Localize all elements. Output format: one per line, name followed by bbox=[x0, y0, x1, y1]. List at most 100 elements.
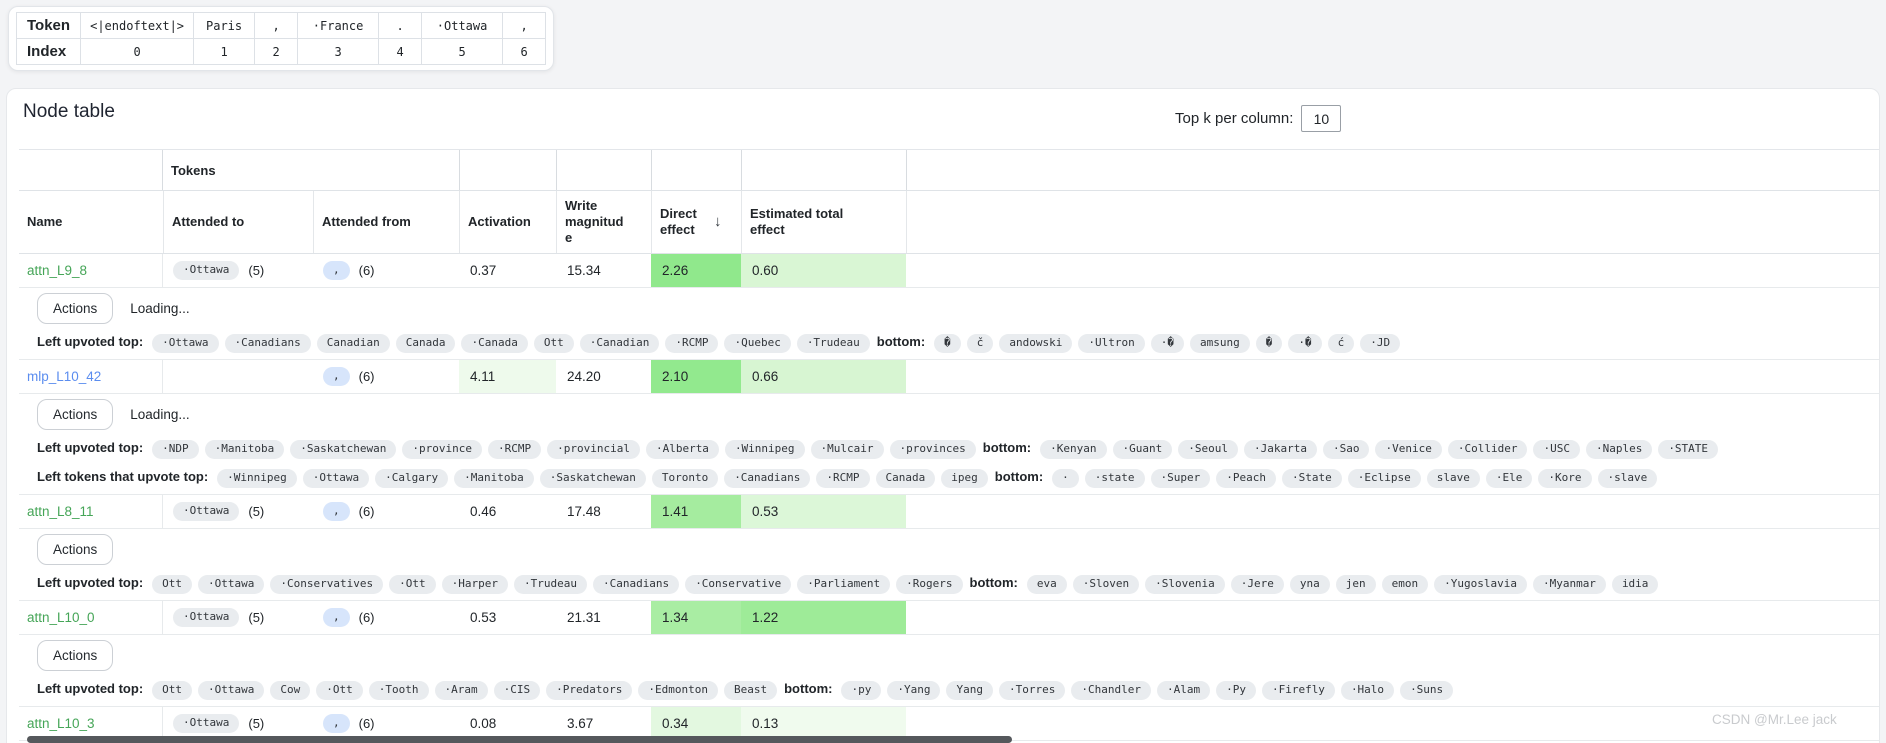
row-expander: Actions Left upvoted top: Ott ·Ottawa ·Conse… bbox=[19, 529, 1879, 601]
index-cell: 5 bbox=[421, 38, 504, 65]
name-cell: mlp_L10_42 bbox=[19, 360, 163, 393]
table-row: mlp_L10_42, (6) 4.11 24.20 2.10 0.66 bbox=[19, 360, 1879, 394]
token-position: (5) bbox=[248, 504, 265, 519]
upvote-chip-line: Left upvoted top: ·Ottawa ·Canadians Canadi… bbox=[37, 330, 1879, 353]
token-chip: ·Yugoslavia bbox=[1434, 574, 1527, 594]
attended-from-cell: , (6) bbox=[313, 254, 459, 287]
token-chip: ·Sao bbox=[1322, 439, 1370, 459]
token-chip: Beast bbox=[723, 680, 778, 700]
node-table-card: Node table Top k per column: Tokens Name bbox=[6, 88, 1880, 743]
token-chip: , bbox=[323, 501, 350, 522]
token-chip: Cow bbox=[270, 680, 311, 700]
node-link[interactable]: attn_L8_11 bbox=[27, 504, 94, 519]
bottom-label: bottom: bbox=[784, 681, 833, 696]
bottom-label: bottom: bbox=[969, 575, 1018, 590]
token-position: (6) bbox=[358, 716, 375, 731]
sort-desc-icon[interactable]: ↓ bbox=[714, 212, 722, 230]
write-magnitude-cell: 21.31 bbox=[567, 610, 601, 625]
col-header-attended-from[interactable]: Attended from bbox=[313, 191, 459, 253]
token-chip: ·Canadian bbox=[579, 333, 660, 353]
token-chip: ·Trudeau bbox=[513, 574, 587, 594]
token-chip: ·Ottawa bbox=[198, 574, 265, 594]
table-row: attn_L9_8 ·Ottawa (5), (6) 0.37 15.34 2.26 0.60 bbox=[19, 254, 1879, 288]
token-chip: Canada bbox=[875, 468, 936, 488]
estimated-total-effect-cell: 0.60 bbox=[741, 254, 906, 287]
attended-to-cell: ·Ottawa (5) bbox=[163, 601, 313, 634]
actions-button[interactable]: Actions bbox=[37, 293, 114, 324]
col-header-estimated-total-effect[interactable]: Estimated total effect bbox=[741, 191, 906, 253]
token-chip: ·RCMP bbox=[665, 333, 719, 353]
token-chip: ·Trudeau bbox=[796, 333, 870, 353]
token-position: (5) bbox=[248, 263, 265, 278]
horizontal-scrollbar-thumb[interactable] bbox=[27, 736, 1012, 743]
topk-input[interactable] bbox=[1301, 105, 1342, 132]
col-header-activation[interactable]: Activation bbox=[459, 191, 556, 253]
actions-button[interactable]: Actions bbox=[37, 534, 114, 565]
token-chip: ·Sloven bbox=[1072, 574, 1140, 594]
col-header-attended-to[interactable]: Attended to bbox=[163, 191, 313, 253]
activation-cell: 0.53 bbox=[470, 610, 497, 625]
token-cell: <|endoftext|> bbox=[80, 12, 195, 39]
token-chip: � bbox=[1255, 333, 1283, 353]
row-actions: Actions Loading... bbox=[31, 288, 1879, 324]
token-chip: ipeg bbox=[941, 468, 988, 488]
tokens-group-header: Tokens bbox=[171, 162, 216, 178]
token-chip: ·Saskatchewan bbox=[290, 439, 397, 459]
attended-to-cell: ·Ottawa (5) bbox=[163, 254, 313, 287]
token-chip: ·Saskatchewan bbox=[539, 468, 646, 488]
token-chip: ·province bbox=[402, 439, 482, 459]
token-chip: ·Winnipeg bbox=[217, 468, 297, 488]
token-chip: ·RCMP bbox=[487, 439, 542, 459]
bottom-label: bottom: bbox=[876, 334, 926, 349]
token-chip: Yang bbox=[946, 680, 993, 700]
token-position: (5) bbox=[248, 610, 265, 625]
chip-line-label: Left upvoted top: bbox=[37, 681, 144, 696]
token-chip: ·Ottawa bbox=[198, 680, 265, 700]
write-magnitude-cell: 17.48 bbox=[567, 504, 601, 519]
chip-line-label: Left tokens that upvote top: bbox=[37, 469, 209, 484]
node-link[interactable]: attn_L9_8 bbox=[27, 263, 88, 278]
node-link[interactable]: mlp_L10_42 bbox=[27, 369, 102, 384]
token-table: Token <|endoftext|> Paris, ·France. ·Ottawa… bbox=[15, 12, 547, 65]
token-chip: ·Torres bbox=[998, 680, 1066, 700]
token-chip: ·Alberta bbox=[645, 439, 719, 459]
node-link[interactable]: attn_L10_0 bbox=[27, 610, 95, 625]
token-chip: Canadian bbox=[316, 333, 390, 353]
token-cell: Paris bbox=[193, 12, 256, 39]
actions-button[interactable]: Actions bbox=[37, 399, 114, 430]
token-chip: ·Slovenia bbox=[1145, 574, 1225, 594]
token-chip: yna bbox=[1289, 574, 1330, 594]
actions-button[interactable]: Actions bbox=[37, 640, 114, 671]
attended-from-cell: , (6) bbox=[313, 601, 459, 634]
row-expander: Actions Loading... Left upvoted top: ·NDP ·M… bbox=[19, 394, 1879, 495]
col-header-write-magnitude[interactable]: Write magnitude bbox=[556, 191, 651, 253]
activation-cell: 0.37 bbox=[470, 263, 497, 278]
chip-line-label: Left upvoted top: bbox=[37, 334, 144, 349]
table-row: attn_L8_11 ·Ottawa (5), (6) 0.46 17.48 1.41 0.5… bbox=[19, 495, 1879, 529]
token-chip: ·Harper bbox=[441, 574, 508, 594]
name-cell: attn_L10_0 bbox=[19, 601, 163, 634]
token-chip: ·provinces bbox=[889, 439, 976, 459]
token-cell: . bbox=[378, 12, 423, 39]
token-chip: ·Rogers bbox=[896, 574, 963, 594]
watermark: CSDN @Mr.Lee jack bbox=[1712, 712, 1837, 727]
token-row: Token <|endoftext|> Paris, ·France. ·Ottawa… bbox=[15, 12, 547, 39]
index-row-label: Index bbox=[15, 38, 82, 65]
upvote-chip-line: Left upvoted top: Ott ·Ottawa ·Conservative… bbox=[37, 571, 1879, 594]
token-chip: � bbox=[934, 333, 961, 353]
token-chip: ·Conservative bbox=[685, 574, 792, 594]
col-header-direct-effect[interactable]: Direct effect ↓ bbox=[651, 191, 741, 253]
token-cell: ·Ottawa bbox=[421, 12, 504, 39]
token-chip: ·Halo bbox=[1340, 680, 1395, 700]
token-chip: ·Seoul bbox=[1178, 439, 1238, 459]
token-row-label: Token bbox=[15, 12, 82, 39]
token-chip: ·Myanmar bbox=[1532, 574, 1606, 594]
table-row: attn_L10_3 ·Ottawa (5), (6) 0.08 3.67 0.34 0.13 bbox=[19, 707, 1879, 741]
index-cell: 4 bbox=[378, 38, 423, 65]
token-chip: ·Ottawa bbox=[173, 260, 240, 281]
col-header-name[interactable]: Name bbox=[27, 213, 63, 229]
token-position: (6) bbox=[358, 263, 375, 278]
row-expander: Actions Left upvoted top: Ott ·Ottawa Cow ·Ot… bbox=[19, 635, 1879, 707]
node-link[interactable]: attn_L10_3 bbox=[27, 716, 95, 731]
